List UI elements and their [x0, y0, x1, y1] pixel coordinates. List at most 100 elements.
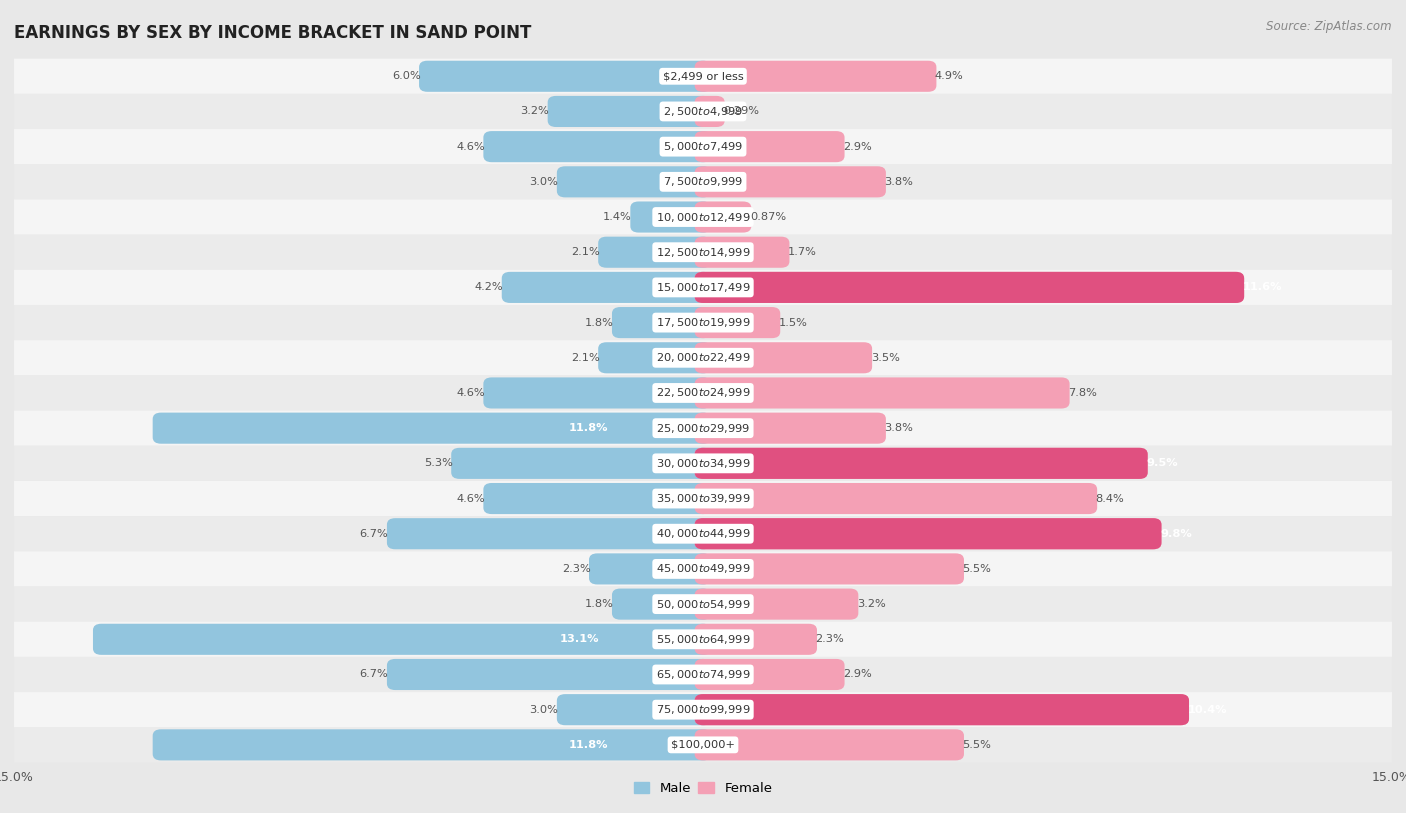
FancyBboxPatch shape [14, 622, 1392, 657]
Text: 11.6%: 11.6% [1243, 282, 1282, 293]
FancyBboxPatch shape [14, 586, 1392, 622]
Text: 4.6%: 4.6% [456, 388, 485, 398]
FancyBboxPatch shape [695, 589, 858, 620]
Text: $45,000 to $49,999: $45,000 to $49,999 [655, 563, 751, 576]
Text: 0.29%: 0.29% [723, 107, 759, 116]
Text: 9.8%: 9.8% [1160, 528, 1192, 539]
Text: 4.6%: 4.6% [456, 493, 485, 503]
FancyBboxPatch shape [548, 96, 711, 127]
FancyBboxPatch shape [598, 237, 711, 267]
FancyBboxPatch shape [419, 61, 711, 92]
FancyBboxPatch shape [502, 272, 711, 303]
Text: 4.6%: 4.6% [456, 141, 485, 152]
FancyBboxPatch shape [14, 551, 1392, 586]
FancyBboxPatch shape [484, 131, 711, 163]
FancyBboxPatch shape [695, 272, 1244, 303]
Text: 3.2%: 3.2% [856, 599, 886, 609]
Text: 3.5%: 3.5% [870, 353, 900, 363]
FancyBboxPatch shape [695, 448, 1147, 479]
FancyBboxPatch shape [695, 272, 1244, 303]
Text: 2.3%: 2.3% [815, 634, 844, 644]
Text: $55,000 to $64,999: $55,000 to $64,999 [655, 633, 751, 646]
Text: 6.0%: 6.0% [392, 72, 420, 81]
FancyBboxPatch shape [14, 657, 1392, 692]
Text: 11.8%: 11.8% [568, 740, 607, 750]
FancyBboxPatch shape [93, 624, 711, 654]
Text: 3.2%: 3.2% [520, 107, 550, 116]
Text: 5.5%: 5.5% [963, 740, 991, 750]
Text: $40,000 to $44,999: $40,000 to $44,999 [655, 527, 751, 540]
Text: 1.8%: 1.8% [585, 318, 613, 328]
FancyBboxPatch shape [14, 305, 1392, 340]
FancyBboxPatch shape [484, 377, 711, 408]
Text: 3.0%: 3.0% [530, 705, 558, 715]
FancyBboxPatch shape [695, 377, 1070, 408]
Text: $35,000 to $39,999: $35,000 to $39,999 [655, 492, 751, 505]
FancyBboxPatch shape [14, 164, 1392, 199]
Text: 5.5%: 5.5% [963, 564, 991, 574]
FancyBboxPatch shape [484, 483, 711, 514]
FancyBboxPatch shape [695, 202, 751, 233]
FancyBboxPatch shape [14, 270, 1392, 305]
Text: $65,000 to $74,999: $65,000 to $74,999 [655, 668, 751, 681]
Text: 8.4%: 8.4% [1095, 493, 1125, 503]
Text: 2.1%: 2.1% [571, 247, 599, 257]
FancyBboxPatch shape [387, 518, 711, 550]
FancyBboxPatch shape [695, 307, 780, 338]
FancyBboxPatch shape [612, 589, 711, 620]
FancyBboxPatch shape [695, 659, 845, 690]
Text: $15,000 to $17,499: $15,000 to $17,499 [655, 281, 751, 294]
FancyBboxPatch shape [695, 448, 1147, 479]
Text: $20,000 to $22,499: $20,000 to $22,499 [655, 351, 751, 364]
Text: $5,000 to $7,499: $5,000 to $7,499 [664, 140, 742, 153]
Text: 4.2%: 4.2% [475, 282, 503, 293]
FancyBboxPatch shape [14, 340, 1392, 376]
FancyBboxPatch shape [695, 131, 845, 163]
Text: 3.8%: 3.8% [884, 423, 914, 433]
Text: 9.5%: 9.5% [1146, 459, 1178, 468]
Text: 7.8%: 7.8% [1069, 388, 1097, 398]
Text: 11.8%: 11.8% [568, 423, 607, 433]
Text: $100,000+: $100,000+ [671, 740, 735, 750]
FancyBboxPatch shape [14, 235, 1392, 270]
Text: 1.4%: 1.4% [603, 212, 631, 222]
Text: 6.7%: 6.7% [360, 669, 388, 680]
Text: $30,000 to $34,999: $30,000 to $34,999 [655, 457, 751, 470]
FancyBboxPatch shape [14, 516, 1392, 551]
FancyBboxPatch shape [695, 729, 965, 760]
Legend: Male, Female: Male, Female [628, 776, 778, 800]
FancyBboxPatch shape [387, 659, 711, 690]
Text: $25,000 to $29,999: $25,000 to $29,999 [655, 422, 751, 435]
FancyBboxPatch shape [695, 342, 872, 373]
FancyBboxPatch shape [630, 202, 711, 233]
FancyBboxPatch shape [14, 93, 1392, 129]
FancyBboxPatch shape [695, 624, 817, 654]
Text: 5.3%: 5.3% [423, 459, 453, 468]
FancyBboxPatch shape [557, 167, 711, 198]
FancyBboxPatch shape [14, 411, 1392, 446]
Text: 0.87%: 0.87% [749, 212, 786, 222]
Text: $7,500 to $9,999: $7,500 to $9,999 [664, 176, 742, 189]
FancyBboxPatch shape [14, 481, 1392, 516]
FancyBboxPatch shape [14, 199, 1392, 235]
Text: $22,500 to $24,999: $22,500 to $24,999 [655, 386, 751, 399]
Text: 4.9%: 4.9% [935, 72, 963, 81]
FancyBboxPatch shape [14, 728, 1392, 763]
Text: 2.3%: 2.3% [562, 564, 591, 574]
FancyBboxPatch shape [14, 129, 1392, 164]
Text: 2.9%: 2.9% [844, 141, 872, 152]
Text: 10.4%: 10.4% [1188, 705, 1227, 715]
Text: $2,499 or less: $2,499 or less [662, 72, 744, 81]
Text: 1.7%: 1.7% [787, 247, 817, 257]
Text: Source: ZipAtlas.com: Source: ZipAtlas.com [1267, 20, 1392, 33]
Text: 2.9%: 2.9% [844, 669, 872, 680]
FancyBboxPatch shape [695, 237, 789, 267]
Text: 13.1%: 13.1% [560, 634, 599, 644]
FancyBboxPatch shape [695, 518, 1161, 550]
FancyBboxPatch shape [589, 554, 711, 585]
FancyBboxPatch shape [14, 446, 1392, 481]
Text: $12,500 to $14,999: $12,500 to $14,999 [655, 246, 751, 259]
Text: 6.7%: 6.7% [360, 528, 388, 539]
Text: $2,500 to $4,999: $2,500 to $4,999 [664, 105, 742, 118]
FancyBboxPatch shape [153, 413, 711, 444]
